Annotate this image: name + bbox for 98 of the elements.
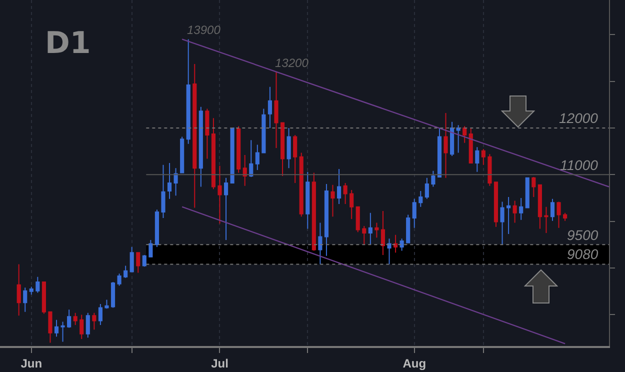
candlestick (86, 312, 90, 338)
candlestick (67, 309, 72, 328)
candlestick (494, 182, 498, 228)
candlestick (16, 264, 21, 316)
candlestick (218, 165, 222, 224)
candlestick (456, 124, 460, 154)
candlestick (142, 254, 146, 268)
candlestick (104, 299, 109, 310)
x-tick-label: Jun (20, 356, 42, 370)
candlestick (73, 312, 78, 326)
candlestick (280, 122, 285, 177)
candlestick (54, 319, 59, 338)
candlestick (174, 168, 178, 196)
candlestick (148, 240, 153, 258)
candlestick (481, 148, 486, 166)
candlestick (525, 177, 530, 208)
candlestick (563, 212, 568, 222)
candlestick (406, 214, 410, 244)
x-tick-label: Jul (211, 356, 228, 370)
candlestick (186, 38, 190, 144)
candlestick (556, 201, 561, 228)
candlestick (488, 154, 492, 186)
candlestick (299, 152, 304, 218)
text: D1 (45, 26, 91, 61)
candlestick (424, 177, 429, 200)
candlestick (192, 63, 197, 208)
candlestick (60, 321, 65, 342)
ref-line-label: 12000 (559, 110, 598, 126)
candlestick (110, 282, 116, 308)
candlestick (29, 286, 34, 296)
candlestick (318, 222, 322, 265)
candlestick (286, 127, 291, 169)
annotation: 13900 (187, 23, 221, 37)
candlestick (374, 222, 379, 238)
candlestick (293, 134, 298, 184)
candlestick (23, 287, 28, 312)
candlestick (48, 311, 52, 344)
candlestick (468, 127, 473, 164)
candlestick (444, 112, 448, 178)
ref-line-label: 9500 (567, 227, 598, 243)
candlestick (117, 273, 122, 286)
candlestick (550, 198, 555, 222)
candlestick (336, 168, 342, 205)
candlestick (198, 106, 203, 188)
candlestick (205, 108, 210, 160)
candlestick (255, 144, 260, 170)
candlestick (538, 184, 542, 230)
annotation: 13200 (275, 56, 309, 70)
candlestick (242, 154, 247, 186)
candlestick (42, 282, 46, 314)
candlestick (224, 177, 228, 241)
candlestick (236, 126, 241, 174)
candlestick (350, 190, 354, 220)
candlestick (431, 170, 436, 188)
candlestick (400, 238, 404, 252)
candlestick (211, 118, 216, 190)
candlestick (124, 265, 128, 278)
ref-line-label: 11000 (560, 157, 598, 173)
candlestick (475, 146, 480, 172)
candlestick (362, 226, 366, 246)
candlestick (306, 171, 310, 230)
candlestick (544, 206, 548, 234)
candlestick (180, 136, 184, 174)
candlestick (387, 238, 392, 265)
candlestick (274, 71, 278, 149)
candlestick (98, 303, 102, 326)
candlestick (130, 246, 134, 272)
candlestick (437, 127, 442, 178)
candlestick (512, 200, 517, 224)
candlestick (92, 312, 96, 330)
candlestick (532, 176, 536, 198)
candlestick (380, 210, 386, 256)
x-tick-label: Aug (402, 356, 426, 370)
candlestick (324, 183, 329, 256)
candlestick (136, 252, 140, 274)
candlestick (343, 182, 348, 205)
candlestick (506, 196, 511, 234)
candlestick (519, 197, 524, 220)
candlestick (412, 198, 416, 228)
candlestick (450, 121, 454, 156)
candlestick (154, 209, 159, 248)
candlestick (500, 201, 504, 246)
candlestick (418, 190, 423, 208)
candlestick (394, 234, 398, 254)
candlestick (167, 162, 172, 200)
candlestick (312, 172, 316, 252)
candlestick (249, 140, 254, 178)
ref-line-label: 9080 (567, 246, 598, 262)
candlestick (36, 276, 40, 294)
candlestick (268, 86, 272, 128)
candlestick (262, 108, 266, 154)
candlestick (356, 206, 360, 233)
candlestick (330, 184, 335, 218)
candlestick (368, 212, 372, 246)
candlestick (462, 126, 467, 144)
candlestick (230, 127, 234, 184)
candlestick (161, 164, 166, 219)
candlestick (80, 314, 84, 340)
